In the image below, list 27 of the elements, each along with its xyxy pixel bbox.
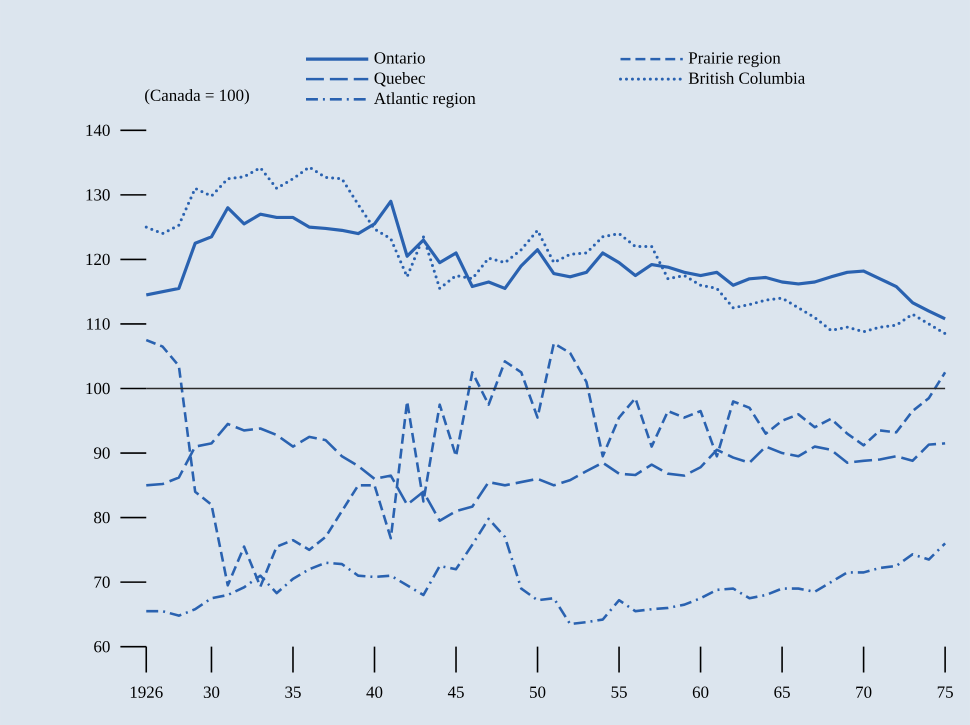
x-tick-label: 55 bbox=[612, 686, 627, 698]
x-tick-label: 40 bbox=[366, 686, 382, 698]
line-series bbox=[144, 165, 947, 336]
y-tick-label: 60 bbox=[94, 640, 110, 652]
legend-label: Atlantic region bbox=[374, 92, 476, 108]
legend-label: Ontario bbox=[374, 52, 425, 64]
x-tick-label: 35 bbox=[285, 686, 301, 698]
x-tick-label: 45 bbox=[448, 686, 464, 698]
y-tick-label: 80 bbox=[94, 512, 110, 524]
legend-label: Quebec bbox=[374, 72, 425, 86]
x-tick-label: 75 bbox=[938, 686, 953, 698]
y-tick-label: 90 bbox=[94, 447, 110, 459]
y-tick-label: 110 bbox=[87, 318, 110, 330]
x-tick-label: 1926 bbox=[130, 686, 163, 698]
x-tick-label: 65 bbox=[774, 686, 790, 698]
legend-label: British Columbia bbox=[688, 72, 805, 84]
y-tick-label: 70 bbox=[94, 576, 110, 588]
y-tick-label: 120 bbox=[86, 254, 110, 265]
y-tick-label: 100 bbox=[86, 382, 110, 394]
x-tick-label: 70 bbox=[856, 686, 872, 698]
y-axis-title: (Canada = 100) bbox=[145, 88, 249, 104]
x-tick-label: 60 bbox=[692, 686, 708, 698]
legend-label: Prairie region bbox=[688, 52, 781, 67]
y-tick-label: 130 bbox=[86, 189, 110, 200]
x-tick-label: 30 bbox=[204, 686, 220, 698]
x-tick-label: 50 bbox=[530, 686, 546, 698]
y-tick-label: 140 bbox=[86, 124, 110, 136]
